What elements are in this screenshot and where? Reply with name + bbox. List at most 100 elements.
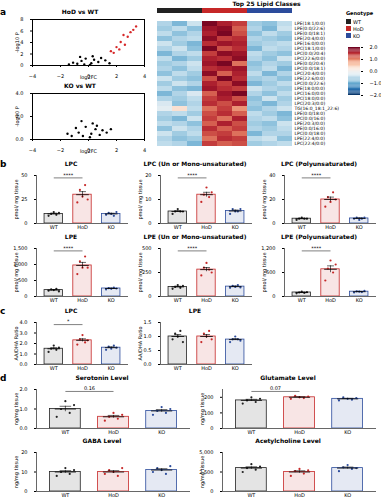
svg-text:10: 10 xyxy=(145,196,151,202)
svg-text:0: 0 xyxy=(20,62,23,68)
svg-text:−1.0: −1.0 xyxy=(370,80,381,86)
svg-text:1.0: 1.0 xyxy=(370,56,378,62)
svg-text:2: 2 xyxy=(115,147,118,153)
svg-text:−2.0: −2.0 xyxy=(370,92,381,98)
svg-text:-log10 P: -log10 P xyxy=(14,106,21,126)
svg-text:5,000: 5,000 xyxy=(199,449,213,455)
svg-text:200: 200 xyxy=(204,394,214,400)
svg-text:KO: KO xyxy=(108,224,115,230)
svg-text:HoD: HoD xyxy=(77,224,88,230)
svg-text:WT: WT xyxy=(174,224,183,230)
svg-text:−2: −2 xyxy=(57,73,64,79)
svg-text:ng/mg tissue: ng/mg tissue xyxy=(199,393,206,425)
svg-text:0.0: 0.0 xyxy=(144,361,152,367)
svg-text:KO: KO xyxy=(158,492,165,498)
svg-text:4.0: 4.0 xyxy=(16,90,24,96)
svg-text:0.0: 0.0 xyxy=(370,68,378,74)
svg-text:HoD: HoD xyxy=(201,297,212,303)
svg-text:HoD: HoD xyxy=(201,224,212,230)
svg-text:8: 8 xyxy=(20,16,23,22)
svg-text:HoD: HoD xyxy=(108,429,119,435)
svg-text:250: 250 xyxy=(142,269,152,275)
svg-text:1,500: 1,500 xyxy=(13,245,27,251)
svg-text:KO: KO xyxy=(232,224,239,230)
svg-text:****: **** xyxy=(187,172,198,178)
svg-text:0: 0 xyxy=(272,220,275,226)
svg-text:6: 6 xyxy=(20,28,23,34)
svg-text:HoD: HoD xyxy=(77,365,88,371)
svg-text:WT: WT xyxy=(50,297,59,303)
svg-text:****: **** xyxy=(187,245,198,251)
svg-text:40: 40 xyxy=(269,172,275,178)
svg-text:WT: WT xyxy=(174,365,183,371)
svg-text:0: 0 xyxy=(148,293,151,299)
svg-text:WT: WT xyxy=(174,297,183,303)
svg-text:500: 500 xyxy=(18,277,28,283)
svg-text:*: * xyxy=(67,318,70,324)
svg-text:2: 2 xyxy=(20,51,23,57)
svg-text:ng/mg tissue: ng/mg tissue xyxy=(13,393,20,425)
svg-text:3.0: 3.0 xyxy=(20,330,28,336)
svg-text:0.0: 0.0 xyxy=(16,136,24,142)
svg-text:2.0: 2.0 xyxy=(370,44,378,50)
svg-text:HoD: HoD xyxy=(108,492,119,498)
svg-text:log2FC: log2FC xyxy=(80,148,98,155)
svg-text:50: 50 xyxy=(21,172,27,178)
svg-text:0.0: 0.0 xyxy=(20,361,28,367)
svg-text:HoD: HoD xyxy=(325,297,336,303)
svg-text:****: **** xyxy=(63,172,74,178)
svg-text:1.0: 1.0 xyxy=(20,406,28,412)
svg-text:WT: WT xyxy=(298,224,307,230)
svg-text:0: 0 xyxy=(210,425,213,431)
svg-text:0: 0 xyxy=(148,220,151,226)
svg-text:0: 0 xyxy=(210,488,213,494)
svg-text:WT: WT xyxy=(247,492,256,498)
svg-text:1.0: 1.0 xyxy=(144,333,152,339)
svg-text:1,200: 1,200 xyxy=(261,245,275,251)
svg-text:pmol/ mg tissue: pmol/ mg tissue xyxy=(137,179,144,219)
svg-text:AA/DHA Ratio: AA/DHA Ratio xyxy=(137,326,143,360)
svg-text:0.5: 0.5 xyxy=(144,347,152,353)
svg-text:pmol/ mg tissue: pmol/ mg tissue xyxy=(261,252,268,292)
svg-text:KO: KO xyxy=(158,429,165,435)
svg-text:25: 25 xyxy=(21,196,27,202)
svg-text:4: 4 xyxy=(143,73,146,79)
svg-text:2.0: 2.0 xyxy=(20,386,28,392)
svg-text:****: **** xyxy=(311,245,322,251)
svg-text:1.5: 1.5 xyxy=(144,319,152,325)
svg-text:LPC(22:4/0:0): LPC(22:4/0:0) xyxy=(295,141,326,146)
svg-text:WT: WT xyxy=(298,297,307,303)
svg-text:WT: WT xyxy=(50,365,59,371)
svg-text:100: 100 xyxy=(204,410,214,416)
svg-text:pmol/ mg tissue: pmol/ mg tissue xyxy=(13,179,20,219)
svg-text:****: **** xyxy=(63,245,74,251)
svg-text:0: 0 xyxy=(24,220,27,226)
svg-text:WT: WT xyxy=(61,492,70,498)
svg-text:ng/mg tissue: ng/mg tissue xyxy=(13,456,20,488)
svg-text:KO: KO xyxy=(108,297,115,303)
svg-text:log2FC: log2FC xyxy=(80,74,98,81)
svg-text:WT: WT xyxy=(61,429,70,435)
svg-text:4: 4 xyxy=(20,39,23,45)
svg-text:0.0: 0.0 xyxy=(20,425,28,431)
svg-text:4: 4 xyxy=(143,147,146,153)
svg-text:WT: WT xyxy=(247,429,256,435)
svg-text:HoD: HoD xyxy=(77,297,88,303)
svg-text:500: 500 xyxy=(142,245,152,251)
svg-text:4.0: 4.0 xyxy=(20,319,28,325)
svg-text:ng/mg tissue: ng/mg tissue xyxy=(199,456,206,488)
svg-text:pmol/ mg tissue: pmol/ mg tissue xyxy=(13,252,20,292)
svg-text:HoD: HoD xyxy=(201,365,212,371)
svg-text:2: 2 xyxy=(115,73,118,79)
svg-text:0: 0 xyxy=(24,488,27,494)
svg-text:0.07: 0.07 xyxy=(270,385,281,391)
svg-text:20: 20 xyxy=(145,172,151,178)
svg-text:KO: KO xyxy=(344,492,351,498)
svg-text:KO: KO xyxy=(232,365,239,371)
svg-text:−2: −2 xyxy=(57,147,64,153)
svg-text:KO: KO xyxy=(232,297,239,303)
svg-text:2.0: 2.0 xyxy=(20,340,28,346)
svg-text:600: 600 xyxy=(266,269,276,275)
svg-text:KO: KO xyxy=(356,297,363,303)
svg-text:****: **** xyxy=(311,172,322,178)
